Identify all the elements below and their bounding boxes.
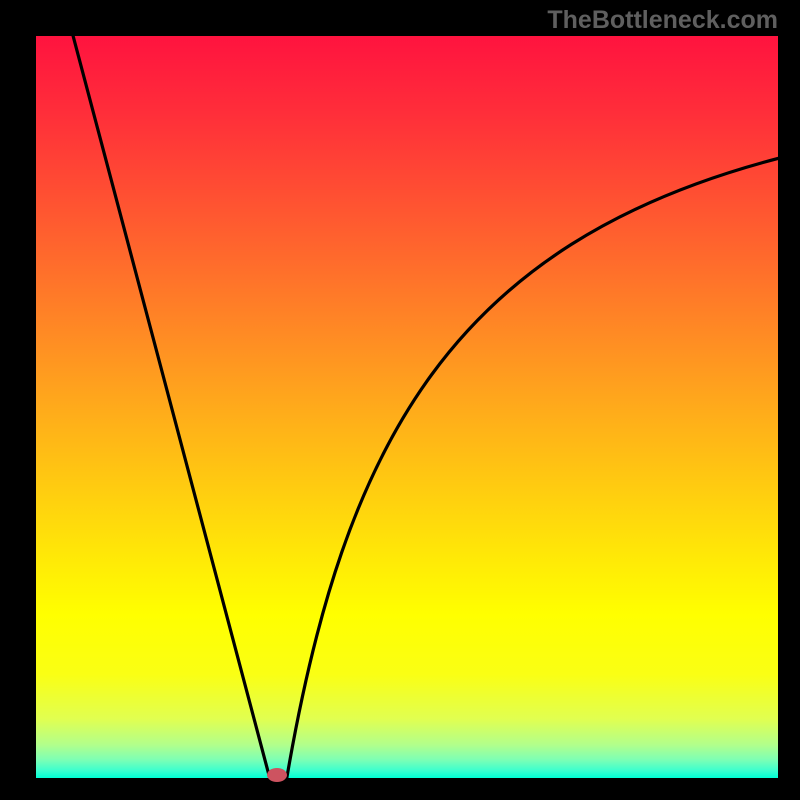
bottleneck-curve [73, 36, 778, 778]
plot-area [36, 36, 778, 778]
minimum-marker-icon [267, 768, 287, 782]
curve-svg [36, 36, 778, 778]
chart-container: TheBottleneck.com [0, 0, 800, 800]
watermark-text: TheBottleneck.com [547, 6, 778, 35]
